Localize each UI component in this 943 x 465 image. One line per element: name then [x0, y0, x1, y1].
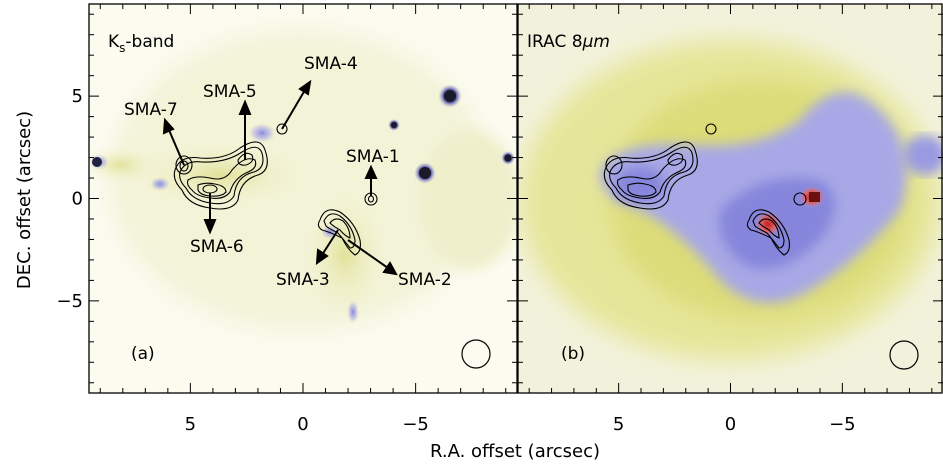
x-tick-label: 0	[297, 414, 308, 435]
contours-panel-b	[603, 123, 807, 256]
x-tick-label: 5	[185, 414, 196, 435]
beam-b	[889, 340, 919, 370]
label-sma-4: SMA-4	[304, 54, 358, 74]
source-labels: SMA-7 SMA-5 SMA-4 SMA-1 SMA-6 SMA-3 SMA-…	[124, 54, 452, 290]
y-axis-label: DEC. offset (arcsec)	[14, 111, 35, 289]
label-sma-1: SMA-1	[346, 147, 400, 167]
panel-b	[518, 4, 943, 393]
panel-a-letter: (a)	[131, 344, 155, 364]
beam-a	[461, 339, 491, 369]
contours-panel-a	[173, 123, 378, 256]
label-sma-2: SMA-2	[398, 270, 452, 290]
y-tick-label: 0	[72, 189, 83, 210]
x-axis-label: R.A. offset (arcsec)	[430, 441, 600, 462]
panel-a-title: Ks-band	[108, 32, 174, 55]
y-tick-label: 5	[72, 86, 83, 107]
x-tick-label: 0	[725, 414, 736, 435]
axis-ticks: 5 0 −5 5 0 −5 5 0 −5	[56, 4, 943, 435]
source-arrows	[162, 79, 398, 276]
label-sma-7: SMA-7	[124, 100, 178, 120]
x-tick-label: −5	[829, 414, 856, 435]
label-sma-5: SMA-5	[203, 82, 257, 102]
panel-b-letter: (b)	[561, 344, 585, 364]
panel-b-title: IRAC 8μm	[527, 32, 610, 52]
label-sma-6: SMA-6	[190, 237, 244, 257]
panel-a	[89, 4, 517, 393]
y-tick-label: −5	[56, 291, 83, 312]
x-tick-label: 5	[613, 414, 624, 435]
x-tick-label: −5	[402, 414, 429, 435]
label-sma-3: SMA-3	[276, 270, 330, 290]
